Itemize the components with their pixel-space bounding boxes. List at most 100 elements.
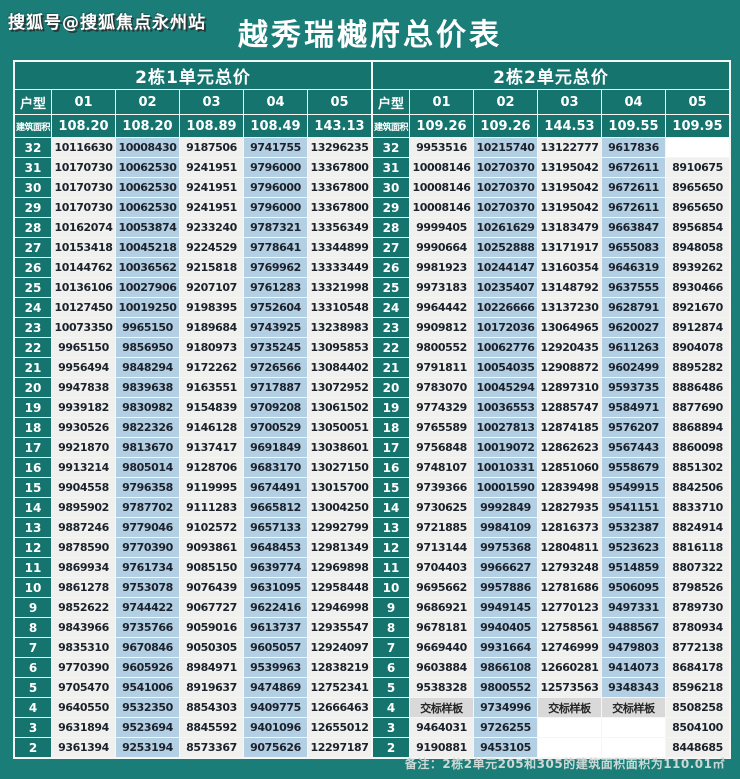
price-cell: 9648453 [244, 538, 307, 557]
price-cell: 9488567 [602, 618, 665, 637]
sample-room-cell: 交标样板 [410, 698, 473, 717]
price-cell: 10008146 [410, 178, 473, 197]
price-cell: 9506095 [602, 578, 665, 597]
price-cell: 12908872 [538, 358, 601, 377]
price-cell: 9683170 [244, 458, 307, 477]
price-cell: 9639774 [244, 558, 307, 577]
area-value: 109.55 [602, 115, 665, 137]
table-row: 14 9730625 9992849 12827935 9541151 8833710 [373, 498, 729, 517]
floor-cell: 31 [15, 158, 51, 177]
price-cell: 8921670 [666, 298, 729, 317]
price-cell: 10235407 [474, 278, 537, 297]
price-cell: 9207107 [180, 278, 243, 297]
price-cell: 13027150 [308, 458, 371, 477]
table-row: 19 9939182 9830982 9154839 9709208 13061502 [15, 398, 371, 417]
price-cell: 9878590 [52, 538, 115, 557]
column-header: 01 [52, 90, 115, 114]
price-cell: 13050051 [308, 418, 371, 437]
table-row: 5 9705470 9541006 8919637 9474869 12752341 [15, 678, 371, 697]
price-cell: 9215818 [180, 258, 243, 277]
price-cell: 9930526 [52, 418, 115, 437]
price-table-building2-unit1: 2栋1单元总价 户型 01 02 03 04 05 建筑面积 108.20 10… [15, 62, 371, 757]
column-header: 02 [116, 90, 179, 114]
price-cell: 10008430 [116, 138, 179, 157]
price-cell: 9765589 [410, 418, 473, 437]
price-cell: 9154839 [180, 398, 243, 417]
floor-cell: 5 [373, 678, 409, 697]
price-cell: 9796000 [244, 158, 307, 177]
price-cell: 13310548 [308, 298, 371, 317]
price-cell: 9992849 [474, 498, 537, 517]
price-cell: 9672611 [602, 158, 665, 177]
price-cell: 9791811 [410, 358, 473, 377]
price-cell: 12992799 [308, 518, 371, 537]
price-cell: 9931664 [474, 638, 537, 657]
price-cell: 9949145 [474, 598, 537, 617]
floor-cell: 20 [15, 378, 51, 397]
price-cell: 9965150 [52, 338, 115, 357]
price-cell: 12935547 [308, 618, 371, 637]
section-title: 2栋1单元总价 [15, 62, 371, 89]
price-cell: 13160354 [538, 258, 601, 277]
table-row: 24 9964442 10226666 13137230 9628791 8921670 [373, 298, 729, 317]
price-cell: 9224529 [180, 238, 243, 257]
price-cell: 12958448 [308, 578, 371, 597]
table-rows: 32 9953516 10215740 13122777 9617836 31 100081… [373, 138, 729, 757]
price-cell: 9735766 [116, 618, 179, 637]
price-cell: 13064965 [538, 318, 601, 337]
price-cell: 9726255 [474, 718, 537, 737]
price-cell: 9605926 [116, 658, 179, 677]
column-header: 05 [666, 90, 729, 114]
price-cell: 12781686 [538, 578, 601, 597]
price-cell: 9611263 [602, 338, 665, 357]
price-cell: 12981349 [308, 538, 371, 557]
price-cell: 9541151 [602, 498, 665, 517]
price-cell: 9800552 [410, 338, 473, 357]
price-cell: 10170730 [52, 198, 115, 217]
table-row: 8 9678181 9940405 12758561 9488567 8780934 [373, 618, 729, 637]
price-cell: 8596218 [666, 678, 729, 697]
price-cell: 9856950 [116, 338, 179, 357]
price-cell: 9822326 [116, 418, 179, 437]
price-cell: 8854303 [180, 698, 243, 717]
price-cell: 9401096 [244, 718, 307, 737]
price-cell: 9909812 [410, 318, 473, 337]
price-tables-container: 2栋1单元总价 户型 01 02 03 04 05 建筑面积 108.20 10… [13, 60, 731, 759]
price-cell: 13321998 [308, 278, 371, 297]
price-cell: 10226666 [474, 298, 537, 317]
price-cell: 10008146 [410, 158, 473, 177]
sample-room-cell: 交标样板 [602, 698, 665, 717]
table-row: 21 9791811 10054035 12908872 9602499 8895282 [373, 358, 729, 377]
price-cell: 12946998 [308, 598, 371, 617]
area-label: 建筑面积 [373, 115, 409, 137]
price-cell: 13004250 [308, 498, 371, 517]
price-cell: 9348343 [602, 678, 665, 697]
price-cell: 9241951 [180, 158, 243, 177]
price-cell: 12839498 [538, 478, 601, 497]
price-cell: 9778641 [244, 238, 307, 257]
floor-cell: 16 [373, 458, 409, 477]
price-cell: 9137417 [180, 438, 243, 457]
price-cell: 9752604 [244, 298, 307, 317]
price-cell: 9769962 [244, 258, 307, 277]
price-cell: 9479803 [602, 638, 665, 657]
area-value: 108.20 [52, 115, 115, 137]
price-cell: 8789730 [666, 598, 729, 617]
area-value: 108.20 [116, 115, 179, 137]
price-cell: 13195042 [538, 158, 601, 177]
price-cell: 10127450 [52, 298, 115, 317]
floor-cell: 9 [373, 598, 409, 617]
price-cell: 13122777 [538, 138, 601, 157]
floor-cell: 7 [373, 638, 409, 657]
price-cell: 10270370 [474, 198, 537, 217]
price-cell: 8904078 [666, 338, 729, 357]
price-cell: 8798526 [666, 578, 729, 597]
price-cell: 9848294 [116, 358, 179, 377]
price-cell: 10136106 [52, 278, 115, 297]
table-row: 16 9913214 9805014 9128706 9683170 13027150 [15, 458, 371, 477]
price-cell: 13367800 [308, 198, 371, 217]
price-cell: 9558679 [602, 458, 665, 477]
price-cell: 9663847 [602, 218, 665, 237]
price-cell: 9640550 [52, 698, 115, 717]
price-cell: 9539963 [244, 658, 307, 677]
